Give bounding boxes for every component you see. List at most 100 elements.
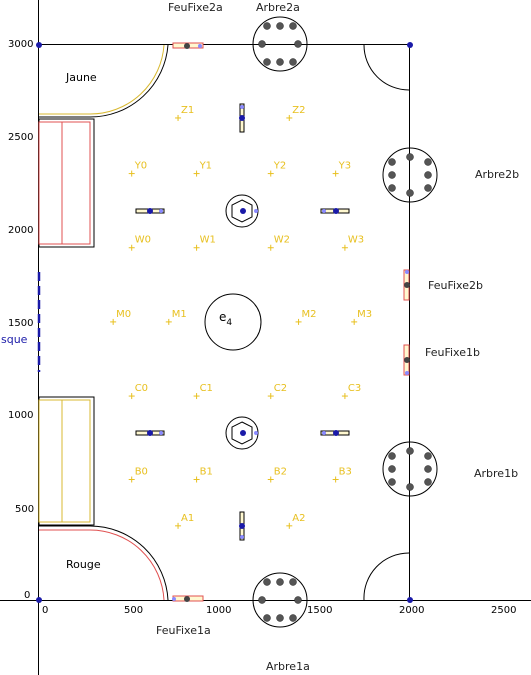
y-tick-1500: 1500 [8, 318, 33, 329]
y-tick-2000: 2000 [8, 225, 33, 236]
tree-1b-fruit [388, 452, 396, 460]
x-tick-1500: 1500 [307, 605, 332, 616]
tree-2a-fruit [276, 58, 284, 66]
hexagon-fixture-bottom [225, 416, 259, 450]
tree-1a-fruit [289, 578, 297, 586]
tree-2b-fruit [424, 158, 432, 166]
bar-left-upper-end [159, 209, 163, 213]
tree-2b-fruit [388, 184, 396, 192]
red-zone-box [38, 396, 95, 526]
tree-1a-fruit [276, 578, 284, 586]
label-feufixe2b: FeuFixe2b [428, 279, 483, 292]
label-arbre2a: Arbre2a [256, 1, 300, 14]
bar-left-upper-marker [147, 208, 153, 214]
fixed-light-1a-dot [184, 596, 190, 602]
corner-arc-top-right [363, 44, 410, 91]
waypoint-label: Z2 [292, 105, 305, 116]
waypoint-label: B2 [274, 466, 287, 477]
waypoint-label: Y1 [199, 161, 212, 172]
waypoint-b3: B3 [332, 466, 352, 483]
y-tick-1000: 1000 [8, 410, 33, 421]
waypoint-label: W0 [135, 235, 151, 246]
red-zone-box-inner [38, 399, 91, 523]
bar-right-lower [320, 430, 350, 436]
hexagon-fixture-bottom-shape [231, 421, 253, 445]
red-start-zone [38, 396, 169, 601]
yellow-zone-arc-outer [39, 44, 169, 118]
tree-1a-fruit [263, 614, 271, 622]
fixed-light-1b-end [405, 371, 409, 375]
bar-vertical-top [239, 103, 245, 133]
waypoint-w1: W1 [193, 235, 216, 251]
waypoint-y1: Y1 [193, 161, 212, 177]
corner-marker-top-right [407, 42, 413, 48]
waypoint-c2: C2 [267, 383, 287, 400]
tree-2b-fruit [424, 171, 432, 179]
x-tick-500: 500 [124, 605, 143, 616]
fixed-light-2b-end [405, 270, 409, 274]
corner-marker-bottom-right [407, 597, 413, 603]
waypoint-label: B3 [339, 466, 352, 477]
center-circle [204, 293, 262, 351]
label-arbre1b: Arbre1b [474, 467, 518, 480]
waypoint-label: Y0 [134, 161, 147, 172]
waypoint-label: Z1 [181, 105, 194, 116]
waypoint-label: W3 [348, 235, 364, 246]
tree-1a-fruit [263, 578, 271, 586]
tree-2a-fruit [263, 58, 271, 66]
label-arbre1a: Arbre1a [266, 660, 310, 673]
x-tick-0: 0 [42, 605, 48, 616]
corner-marker-bottom-left [36, 597, 42, 603]
tree-1a-fruit [276, 614, 284, 622]
tree-2a-fruit [289, 58, 297, 66]
x-tick-2000: 2000 [399, 605, 424, 616]
tree-1b-fruit [388, 478, 396, 486]
bar-left-lower [135, 430, 165, 436]
hexagon-fixture-bottom-marker [240, 430, 246, 436]
yellow-zone-arc-inner [39, 44, 165, 115]
red-zone-arc-inner [39, 529, 165, 601]
hexagon-fixture-top [225, 194, 259, 228]
bar-left-upper [135, 208, 165, 214]
yellow-start-zone [38, 44, 169, 248]
fixed-light-2a-end [198, 44, 202, 48]
waypoint-label: C2 [274, 383, 287, 394]
waypoint-b2: B2 [267, 466, 287, 483]
x-tick-1000: 1000 [206, 605, 231, 616]
waypoint-c1: C1 [193, 383, 213, 400]
waypoint-y2: Y2 [267, 161, 286, 177]
y-tick-500: 500 [15, 504, 34, 515]
waypoint-c3: C3 [341, 383, 361, 400]
waypoint-label: A2 [292, 513, 305, 524]
yellow-zone-box [38, 118, 95, 248]
label-feufixe1b: FeuFixe1b [425, 346, 480, 359]
fixed-light-2a [172, 42, 204, 49]
tree-1a-outline [252, 572, 308, 628]
bar-right-upper-marker [333, 208, 339, 214]
table-outline [39, 44, 410, 600]
fixed-light-1a [172, 595, 204, 602]
zone-label-red: Rouge [66, 558, 101, 571]
x-tick-2500: 2500 [491, 605, 516, 616]
waypoint-label: M3 [357, 309, 372, 320]
waypoint-m0: M0 [110, 309, 131, 325]
fixed-light-1a-end [172, 597, 176, 601]
waypoint-a1: A1 [175, 513, 194, 529]
bar-right-upper [320, 208, 350, 214]
waypoint-label: Y3 [338, 161, 351, 172]
tree-2a-outline [252, 16, 308, 72]
tree-1a-fruit [289, 614, 297, 622]
waypoint-m3: M3 [351, 309, 372, 325]
tree-1b-fruit [406, 483, 414, 491]
waypoint-label: B0 [135, 466, 148, 477]
hexagon-fixture-top-marker [240, 208, 246, 214]
tree-2a-fruit [276, 22, 284, 30]
waypoint-b1: B1 [193, 466, 213, 483]
bar-right-lower-marker [333, 430, 339, 436]
y-tick-labels: 0 500 1000 1500 2000 2500 3000 [8, 39, 34, 601]
tree-2a [252, 16, 308, 72]
waypoint-z2: Z2 [286, 105, 306, 121]
y-tick-0: 0 [24, 590, 30, 601]
waypoint-y3: Y3 [332, 161, 351, 177]
edge-text: sque [1, 333, 28, 346]
